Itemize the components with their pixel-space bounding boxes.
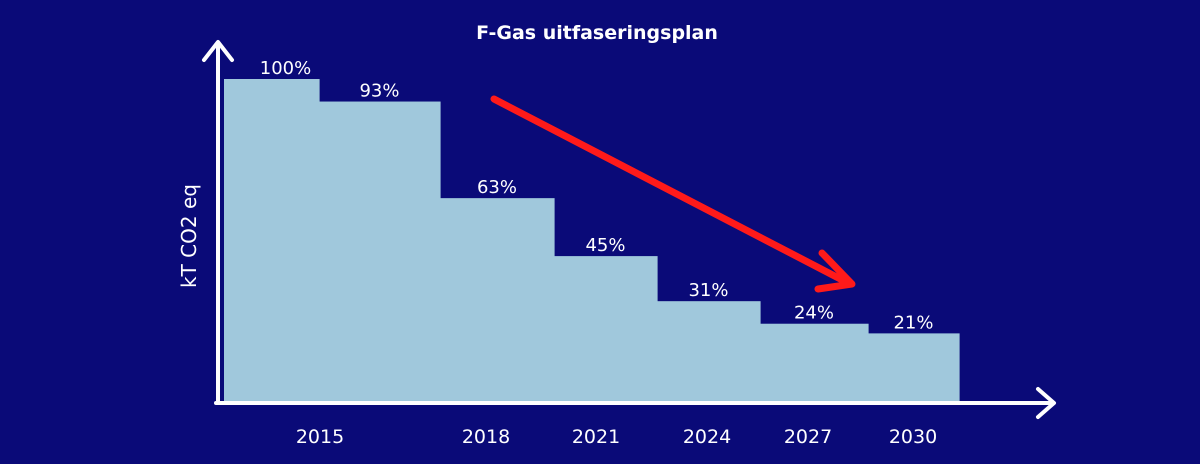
value-label-0: 100% <box>260 58 311 79</box>
trend-arrow-shaft <box>490 95 854 288</box>
value-label-6: 21% <box>893 312 933 333</box>
x-tick-2030: 2030 <box>889 426 937 448</box>
bar-1 <box>319 101 441 401</box>
value-label-2: 63% <box>477 177 517 198</box>
x-tick-2027: 2027 <box>784 426 832 448</box>
value-label-1: 93% <box>359 81 399 102</box>
x-tick-2021: 2021 <box>572 426 620 448</box>
value-labels: 100% 93% 63% 45% 31% 24% 21% <box>260 58 934 333</box>
x-tick-labels: 2015 2018 2021 2024 2027 2030 <box>296 426 937 448</box>
bars-layer <box>224 79 960 401</box>
trend-arrow-head <box>814 249 856 293</box>
value-label-3: 45% <box>585 235 625 256</box>
axes-layer <box>202 40 1056 419</box>
bar-0 <box>224 79 320 401</box>
bar-6 <box>868 333 960 401</box>
bar-2 <box>440 198 555 401</box>
bar-3 <box>554 256 658 401</box>
trend-arrow <box>490 95 856 293</box>
x-tick-2024: 2024 <box>683 426 731 448</box>
x-tick-2018: 2018 <box>462 426 510 448</box>
bar-5 <box>760 323 869 401</box>
value-label-5: 24% <box>794 303 834 324</box>
x-tick-2015: 2015 <box>296 426 344 448</box>
value-label-4: 31% <box>688 280 728 301</box>
x-axis-arrowhead <box>1036 387 1056 419</box>
y-axis-label: kT CO2 eq <box>177 184 201 288</box>
chart-title: F-Gas uitfaseringsplan <box>476 22 718 44</box>
bar-4 <box>657 301 761 401</box>
y-axis-arrowhead <box>202 40 234 62</box>
